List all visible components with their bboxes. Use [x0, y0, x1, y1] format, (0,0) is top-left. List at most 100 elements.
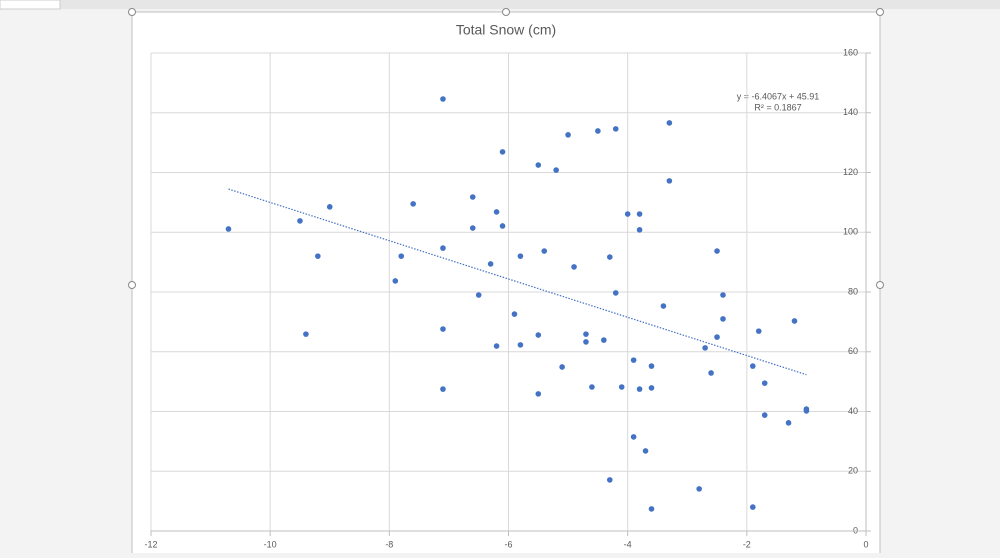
point [475, 292, 482, 298]
point [583, 339, 589, 345]
y-tick-label: 80 [848, 286, 858, 296]
point [761, 412, 768, 418]
point [761, 380, 768, 386]
point [571, 264, 577, 270]
resize-handles [128, 8, 884, 289]
y-tick-label: 120 [843, 167, 858, 177]
point [487, 261, 494, 267]
ribbon-edge [0, 0, 1000, 9]
point [660, 303, 667, 309]
point [648, 385, 655, 391]
y-tick-label: 20 [848, 466, 858, 476]
point [606, 477, 613, 483]
point [624, 211, 631, 217]
point [499, 223, 506, 229]
point [589, 384, 595, 390]
x-tick-label: -2 [743, 539, 751, 549]
point [392, 278, 399, 284]
point [612, 290, 619, 296]
point [714, 248, 720, 254]
point [636, 211, 643, 217]
handle[interactable] [128, 281, 136, 289]
point [618, 384, 625, 390]
point [785, 420, 792, 426]
point [803, 408, 810, 414]
point [511, 311, 518, 317]
handle[interactable] [128, 8, 136, 16]
point [595, 128, 601, 134]
point [636, 386, 643, 392]
point [720, 292, 726, 298]
chart-area[interactable] [131, 11, 881, 558]
point [517, 342, 524, 348]
point [720, 316, 726, 322]
handle[interactable] [876, 281, 884, 289]
y-tick-label: 40 [848, 406, 858, 416]
point [535, 391, 542, 397]
trendline-equation: y = -6.4067x + 45.91 [737, 91, 820, 101]
point [225, 226, 232, 232]
point [666, 178, 673, 184]
point [303, 331, 309, 337]
point [612, 126, 619, 132]
point [648, 506, 655, 512]
trendline [228, 188, 807, 376]
point [326, 204, 333, 210]
point [553, 167, 559, 173]
trendline-r-squared: R² = 0.1867 [754, 102, 801, 112]
point [666, 120, 673, 126]
point [749, 363, 756, 369]
point [440, 386, 446, 392]
point [297, 218, 303, 224]
point [541, 248, 548, 254]
point [535, 162, 542, 168]
point [583, 331, 589, 337]
point [410, 201, 416, 207]
point [315, 253, 321, 259]
x-tick-label: -6 [504, 539, 512, 549]
point [648, 363, 655, 369]
y-tick-label: 0 [853, 525, 858, 535]
tab[interactable] [0, 0, 61, 10]
point [493, 343, 500, 349]
y-tick-label: 60 [848, 346, 858, 356]
point [601, 337, 607, 343]
point [517, 253, 524, 259]
handle[interactable] [502, 8, 510, 16]
y-tick-label: 100 [843, 227, 858, 237]
point [440, 96, 446, 102]
point [696, 486, 702, 492]
point [606, 254, 613, 260]
point [642, 448, 649, 454]
point [469, 225, 476, 231]
point [565, 132, 571, 138]
x-tick-label: -4 [624, 539, 632, 549]
point [440, 245, 446, 251]
point [636, 227, 643, 233]
handle[interactable] [876, 8, 884, 16]
point [708, 370, 714, 376]
point [630, 434, 637, 440]
x-tick-label: -12 [144, 539, 157, 549]
point [559, 364, 565, 370]
point [469, 194, 476, 200]
y-tick-label: 140 [843, 107, 858, 117]
point [749, 504, 756, 510]
point [440, 326, 446, 332]
point [702, 345, 708, 351]
chart-title: Total Snow (cm) [456, 22, 556, 38]
point [398, 253, 405, 259]
point [535, 332, 542, 338]
x-tick-label: -10 [264, 539, 277, 549]
point [791, 318, 798, 324]
point [499, 149, 506, 155]
point [714, 334, 720, 340]
point [755, 328, 762, 334]
y-tick-label: 160 [843, 47, 858, 57]
point [493, 209, 500, 215]
x-tick-label: -8 [385, 539, 393, 549]
point [630, 357, 637, 363]
x-tick-label: 0 [863, 539, 868, 549]
